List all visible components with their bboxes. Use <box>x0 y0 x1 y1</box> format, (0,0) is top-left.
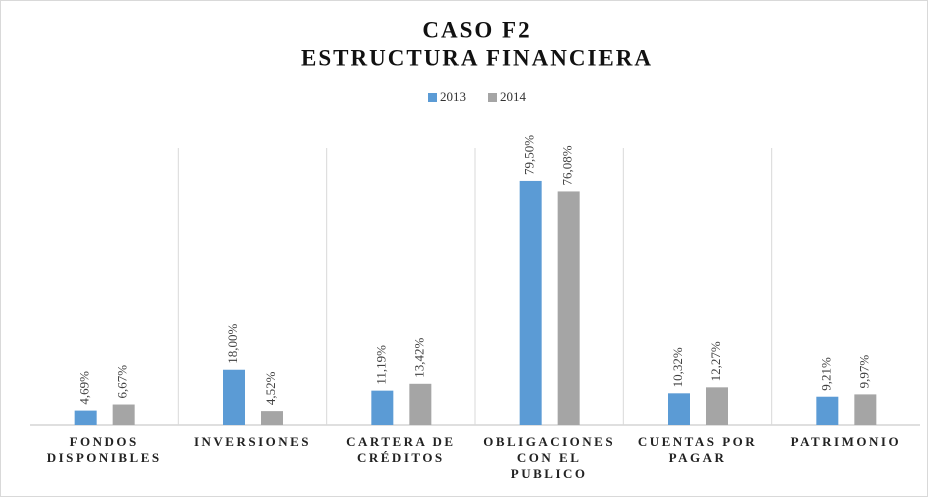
x-tick-label: CUENTAS POR PAGAR <box>637 434 758 465</box>
chart-subtitle: ESTRUCTURA FINANCIERA <box>301 45 653 70</box>
x-tick-label: FONDOS DISPONIBLES <box>46 434 162 465</box>
legend-swatch <box>428 93 437 102</box>
bar <box>706 387 728 425</box>
bar <box>74 410 97 425</box>
legend-label: 2013 <box>440 89 466 104</box>
data-label: 9,97% <box>856 355 871 389</box>
data-label: 13,42% <box>411 338 426 378</box>
bar <box>854 394 877 425</box>
chart-title: CASO F2 <box>422 17 531 42</box>
data-label: 4,69% <box>77 371 92 405</box>
bar <box>223 369 245 425</box>
data-label: 79,50% <box>522 135 537 175</box>
bar <box>668 393 690 425</box>
bar <box>261 411 283 425</box>
data-label: 6,67% <box>115 365 130 399</box>
data-label: 10,32% <box>670 347 685 387</box>
bar <box>371 390 394 425</box>
bar <box>112 404 135 425</box>
data-label: 9,21% <box>818 357 833 391</box>
bar <box>557 191 580 425</box>
x-tick-label: INVERSIONES <box>193 434 312 449</box>
bar <box>519 180 542 425</box>
bar <box>816 396 839 425</box>
data-label: 76,08% <box>560 145 575 185</box>
x-tick-label: PATRIMONIO <box>790 434 902 449</box>
data-label: 11,19% <box>373 345 388 385</box>
data-label: 12,27% <box>708 341 723 381</box>
data-label: 4,52% <box>263 371 278 405</box>
legend-label: 2014 <box>500 89 527 104</box>
data-label: 18,00% <box>225 323 240 363</box>
x-tick-label: CARTERA DE CRÉDITOS <box>346 434 456 465</box>
bar <box>409 383 432 425</box>
x-tick-label: OBLIGACIONES CON EL PUBLICO <box>483 434 616 481</box>
legend-swatch <box>488 93 497 102</box>
